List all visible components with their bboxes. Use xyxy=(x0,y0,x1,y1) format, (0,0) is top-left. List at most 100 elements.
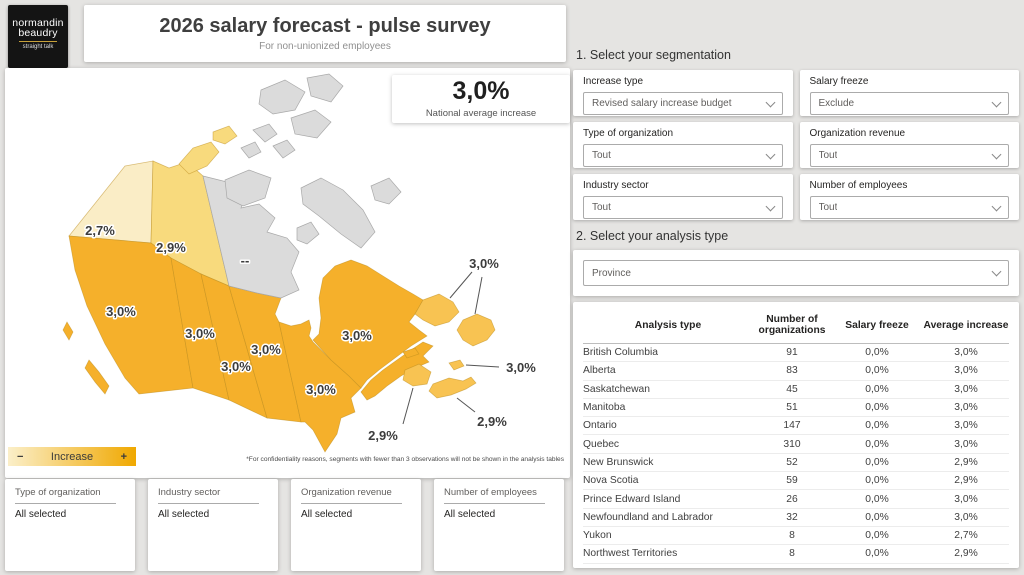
arctic-archipelago[interactable] xyxy=(202,73,402,299)
label-manitoba: 3,0% xyxy=(251,342,281,357)
cell-analysis-type: Saskatchewan xyxy=(583,383,650,395)
label-new-brunswick: 2,9% xyxy=(368,428,398,443)
cell-average-increase: 3,0% xyxy=(954,365,978,377)
cell-number-of-organizations: 32 xyxy=(786,511,798,523)
cell-salary-freeze: 0,0% xyxy=(865,511,889,523)
col-header-number-of-organizations[interactable]: Number of organizations xyxy=(758,314,826,336)
filter-dropdown[interactable]: Revised salary increase budget xyxy=(583,92,783,115)
table-row[interactable]: Quebec 310 0,0% 3,0% xyxy=(583,435,1009,454)
vancouver-island[interactable] xyxy=(84,359,110,395)
bottom-filter-value[interactable]: All selected xyxy=(15,509,67,520)
label-nova-scotia: 2,9% xyxy=(477,414,507,429)
table-row[interactable]: Yukon 8 0,0% 2,7% xyxy=(583,527,1009,546)
province-nova-scotia[interactable] xyxy=(428,376,477,399)
segmentation-filter-card: Type of organization Tout xyxy=(573,122,793,168)
anticosti-island[interactable] xyxy=(402,347,420,359)
label-prince-edward-island: 3,0% xyxy=(506,360,536,375)
section-title-segmentation: 1. Select your segmentation xyxy=(576,48,731,62)
cell-salary-freeze: 0,0% xyxy=(865,347,889,359)
chevron-down-icon xyxy=(765,201,775,211)
analysis-table-card: Analysis type Number of organizations Sa… xyxy=(573,302,1019,568)
table-row[interactable]: Prince Edward Island 26 0,0% 3,0% xyxy=(583,490,1009,509)
segmentation-grid: Increase type Revised salary increase bu… xyxy=(573,70,1019,220)
legend-minus-icon[interactable]: − xyxy=(17,450,24,463)
filter-dropdown[interactable]: Tout xyxy=(583,144,783,167)
cell-analysis-type: British Columbia xyxy=(583,347,658,359)
haida-gwaii-island[interactable] xyxy=(62,321,74,341)
label-ontario: 3,0% xyxy=(306,382,336,397)
analysis-type-value: Province xyxy=(592,267,631,279)
filter-label: Industry sector xyxy=(583,180,649,191)
cell-salary-freeze: 0,0% xyxy=(865,402,889,414)
canada-map-card: 2,7% 2,9% -- 3,0% 3,0% 3,0% 3,0% 3,0% 3,… xyxy=(5,68,570,478)
bottom-filter-label: Type of organization xyxy=(15,487,101,498)
label-yukon: 2,7% xyxy=(85,223,115,238)
cell-salary-freeze: 0,0% xyxy=(865,420,889,432)
cell-salary-freeze: 0,0% xyxy=(865,530,889,542)
cell-number-of-organizations: 45 xyxy=(786,383,798,395)
label-saskatchewan: 3,0% xyxy=(221,359,251,374)
analysis-type-card: Province xyxy=(573,250,1019,296)
filter-dropdown[interactable]: Tout xyxy=(583,196,783,219)
national-average-card: 3,0% National average increase xyxy=(392,75,570,123)
cell-average-increase: 2,7% xyxy=(954,530,978,542)
legend-plus-icon[interactable]: + xyxy=(120,450,127,463)
table-row[interactable]: British Columbia 91 0,0% 3,0% xyxy=(583,344,1009,363)
cell-salary-freeze: 0,0% xyxy=(865,438,889,450)
cell-average-increase: 3,0% xyxy=(954,493,978,505)
gaspe-south-shore[interactable] xyxy=(360,341,434,401)
table-row[interactable]: Saskatchewan 45 0,0% 3,0% xyxy=(583,381,1009,399)
bottom-filter-value[interactable]: All selected xyxy=(444,509,496,520)
filter-value: Exclude xyxy=(818,98,855,109)
kpi-label: National average increase xyxy=(425,108,537,119)
cell-number-of-organizations: 310 xyxy=(783,438,801,450)
province-british-columbia[interactable] xyxy=(68,235,194,395)
cell-analysis-type: Yukon xyxy=(583,530,612,542)
legend-label: Increase xyxy=(50,450,94,463)
cell-analysis-type: Newfoundland and Labrador xyxy=(583,511,713,523)
filter-dropdown[interactable]: Tout xyxy=(809,144,1009,167)
bottom-filter-value[interactable]: All selected xyxy=(301,509,353,520)
filter-label: Type of organization xyxy=(583,128,674,139)
cell-number-of-organizations: 51 xyxy=(786,402,798,414)
table-row[interactable]: Nova Scotia 59 0,0% 2,9% xyxy=(583,472,1009,491)
table-row[interactable]: Newfoundland and Labrador 32 0,0% 3,0% xyxy=(583,509,1009,527)
table-body: British Columbia 91 0,0% 3,0% Alberta 83… xyxy=(583,344,1009,564)
bottom-filter-value[interactable]: All selected xyxy=(158,509,210,520)
table-row[interactable]: Manitoba 51 0,0% 3,0% xyxy=(583,399,1009,418)
label-northwest-territories: 2,9% xyxy=(156,240,186,255)
col-header-analysis-type[interactable]: Analysis type xyxy=(634,319,702,331)
cell-average-increase: 2,9% xyxy=(954,548,978,560)
table-row[interactable]: Ontario 147 0,0% 3,0% xyxy=(583,417,1009,436)
company-logo: normandin beaudry straight talk xyxy=(8,5,68,68)
cell-analysis-type: Manitoba xyxy=(583,402,626,414)
bottom-filter-divider xyxy=(444,503,546,504)
col-header-salary-freeze[interactable]: Salary freeze xyxy=(845,319,909,331)
banks-island[interactable] xyxy=(178,141,220,175)
filter-dropdown[interactable]: Exclude xyxy=(809,92,1009,115)
province-quebec[interactable] xyxy=(312,259,428,389)
label-newfoundland-and-labrador: 3,0% xyxy=(469,256,499,271)
bottom-filter-label: Organization revenue xyxy=(301,487,392,498)
analysis-type-dropdown[interactable]: Province xyxy=(583,260,1009,286)
logo-tagline: straight talk xyxy=(22,44,54,50)
cell-average-increase: 3,0% xyxy=(954,420,978,432)
cell-average-increase: 3,0% xyxy=(954,383,978,395)
province-newfoundland-island[interactable] xyxy=(456,313,496,347)
cell-number-of-organizations: 83 xyxy=(786,365,798,377)
province-prince-edward-island[interactable] xyxy=(448,359,465,371)
col-header-average-increase[interactable]: Average increase xyxy=(923,319,1009,331)
province-new-brunswick[interactable] xyxy=(402,363,432,387)
filter-dropdown[interactable]: Tout xyxy=(809,196,1009,219)
region-labrador[interactable] xyxy=(414,293,460,327)
cell-number-of-organizations: 52 xyxy=(786,456,798,468)
filter-value: Revised salary increase budget xyxy=(592,98,732,109)
chevron-down-icon xyxy=(991,97,1002,107)
section-title-analysis-type: 2. Select your analysis type xyxy=(576,229,729,243)
table-row[interactable]: Alberta 83 0,0% 3,0% xyxy=(583,362,1009,381)
nwt-arctic-island[interactable] xyxy=(212,125,238,145)
table-row[interactable]: New Brunswick 52 0,0% 2,9% xyxy=(583,454,1009,473)
cell-average-increase: 3,0% xyxy=(954,438,978,450)
segmentation-filter-card: Organization revenue Tout xyxy=(799,122,1019,168)
table-row[interactable]: Northwest Territories 8 0,0% 2,9% xyxy=(583,545,1009,564)
